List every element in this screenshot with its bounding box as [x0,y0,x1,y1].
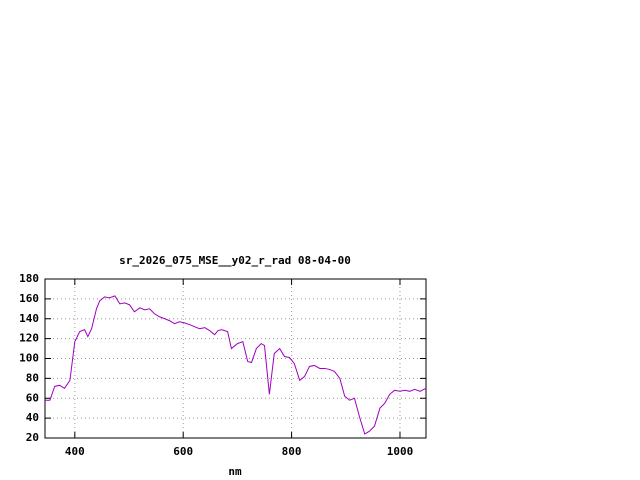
y-tick-label: 160 [19,292,39,305]
y-tick-label: 40 [26,411,39,424]
y-tick-label: 120 [19,332,39,345]
x-axis-label: nm [228,465,242,478]
x-tick-label: 1000 [387,445,414,458]
x-tick-label: 800 [282,445,302,458]
plot-frame [44,278,427,439]
chart-title: sr_2026_075_MSE__y02_r_rad 08-04-00 [119,254,351,267]
y-tick-label: 80 [26,371,39,384]
y-tick-label: 100 [19,352,39,365]
data-line [45,295,427,435]
y-tick-label: 60 [26,391,39,404]
x-tick-label: 600 [173,445,193,458]
y-tick-label: 140 [19,312,39,325]
y-tick-label: 180 [19,272,39,285]
y-tick-label: 20 [26,431,39,444]
x-tick-label: 400 [65,445,85,458]
